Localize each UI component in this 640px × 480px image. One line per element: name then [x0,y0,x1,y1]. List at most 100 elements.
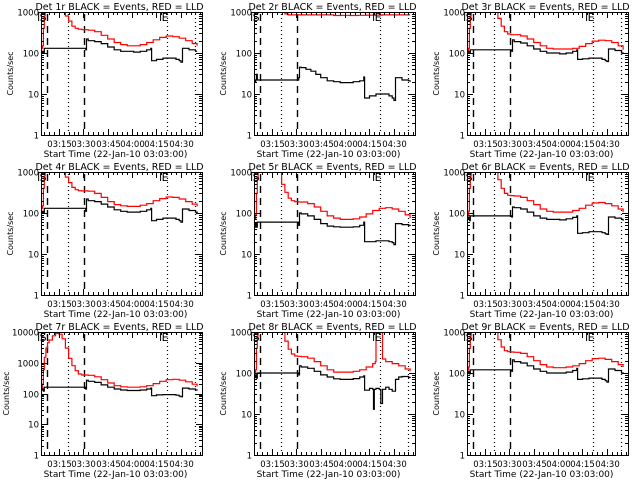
y-axis-label: Counts/sec [6,211,15,255]
y-tick-label: 10 [241,411,252,421]
x-tick-label: 03:45 [522,140,547,150]
x-tick-label: 03:15 [260,140,285,150]
marker-e: E [375,331,382,344]
x-tick-label: 03:15 [473,140,498,150]
marker-s: S [466,171,473,184]
y-tick-label: 1 [34,132,39,142]
x-tick-label: 04:15 [144,460,169,470]
y-tick-label: 1000 [230,9,252,19]
marker-s: S [253,11,260,24]
marker-s: S [466,331,473,344]
x-tick-label: 04:00 [333,140,358,150]
x-tick-label: 03:15 [47,460,72,470]
series-events-line [41,38,198,63]
x-tick-label: 03:30 [497,300,522,310]
y-axis-label: Counts/sec [219,211,228,255]
series-events-line [254,212,411,246]
y-tick-label: 10000 [12,329,39,339]
series-lld-line [41,332,198,389]
x-tick-label: 04:00 [546,460,571,470]
x-tick-label: 04:30 [595,140,620,150]
x-tick-label: 04:15 [144,140,169,150]
y-tick-label: 100 [236,210,252,220]
y-tick-label: 100 [236,370,252,380]
x-axis-label: Start Time (22-Jan-10 03:03:00) [257,470,401,480]
marker-s: S [40,171,47,184]
series-lld-line [467,12,624,54]
panel-title: Det 7r BLACK = Events, RED = LLD [35,322,203,333]
x-tick-label: 04:30 [169,140,194,150]
x-axis-label: Start Time (22-Jan-10 03:03:00) [470,150,614,160]
y-axis-label: Counts/sec [432,211,441,255]
x-tick-label: 03:45 [96,300,121,310]
series-lld-line [41,12,198,49]
x-tick-label: 04:15 [357,300,382,310]
marker-e: E [588,11,595,24]
x-tick-label: 03:45 [309,300,334,310]
x-axis-label: Start Time (22-Jan-10 03:03:00) [257,150,401,160]
x-axis-label: Start Time (22-Jan-10 03:03:00) [470,310,614,320]
series-events-line [254,66,411,101]
y-tick-label: 1 [34,292,39,302]
marker-e: E [162,171,169,184]
series-lld-line [254,172,411,220]
x-tick-label: 03:30 [71,460,96,470]
series-lld-line [41,172,198,209]
marker-e: E [375,171,382,184]
x-tick-label: 04:30 [169,460,194,470]
x-tick-label: 03:30 [284,140,309,150]
x-tick-label: 04:30 [169,300,194,310]
x-tick-label: 03:30 [497,140,522,150]
y-tick-label: 10 [454,91,465,101]
y-tick-label: 10 [28,251,39,261]
series-lld-line [254,12,411,17]
x-tick-label: 03:15 [473,300,498,310]
y-tick-label: 100 [236,50,252,60]
x-tick-label: 03:45 [522,460,547,470]
y-tick-label: 100 [449,50,465,60]
y-tick-label: 100 [449,210,465,220]
x-tick-label: 04:15 [570,460,595,470]
x-tick-label: 04:30 [382,300,407,310]
series-events-line [467,39,624,63]
y-axis-label: Counts/sec [219,51,228,95]
plot-frame [467,172,629,296]
y-tick-label: 100 [449,370,465,380]
x-tick-label: 04:00 [120,460,145,470]
y-tick-label: 1 [460,292,465,302]
y-axis-label: Counts/sec [2,371,11,415]
panel-title: Det 1r BLACK = Events, RED = LLD [35,2,203,13]
panel-title: Det 3r BLACK = Events, RED = LLD [461,2,629,13]
x-tick-label: 04:00 [333,460,358,470]
x-tick-label: 03:45 [522,300,547,310]
plot-frame [254,332,416,456]
marker-s: S [466,11,473,24]
x-axis-label: Start Time (22-Jan-10 03:03:00) [257,310,401,320]
plot-frame [467,12,629,136]
series-events-line [41,198,198,223]
series-events-line [41,379,198,398]
x-tick-label: 04:15 [357,460,382,470]
series-lld-line [467,172,624,216]
y-tick-label: 10 [454,411,465,421]
y-tick-label: 100 [23,210,39,220]
panel-title: Det 5r BLACK = Events, RED = LLD [248,162,416,173]
y-tick-label: 1 [34,452,39,462]
y-tick-label: 1000 [17,360,39,370]
x-tick-label: 03:45 [309,140,334,150]
marker-e: E [375,11,382,24]
x-tick-label: 03:15 [473,460,498,470]
y-axis-label: Counts/sec [6,51,15,95]
y-tick-label: 1 [247,452,252,462]
plot-frame [467,332,629,456]
y-tick-label: 10 [454,251,465,261]
marker-e: E [588,331,595,344]
x-tick-label: 04:15 [570,300,595,310]
panel-title: Det 4r BLACK = Events, RED = LLD [35,162,203,173]
y-tick-label: 1000 [230,329,252,339]
